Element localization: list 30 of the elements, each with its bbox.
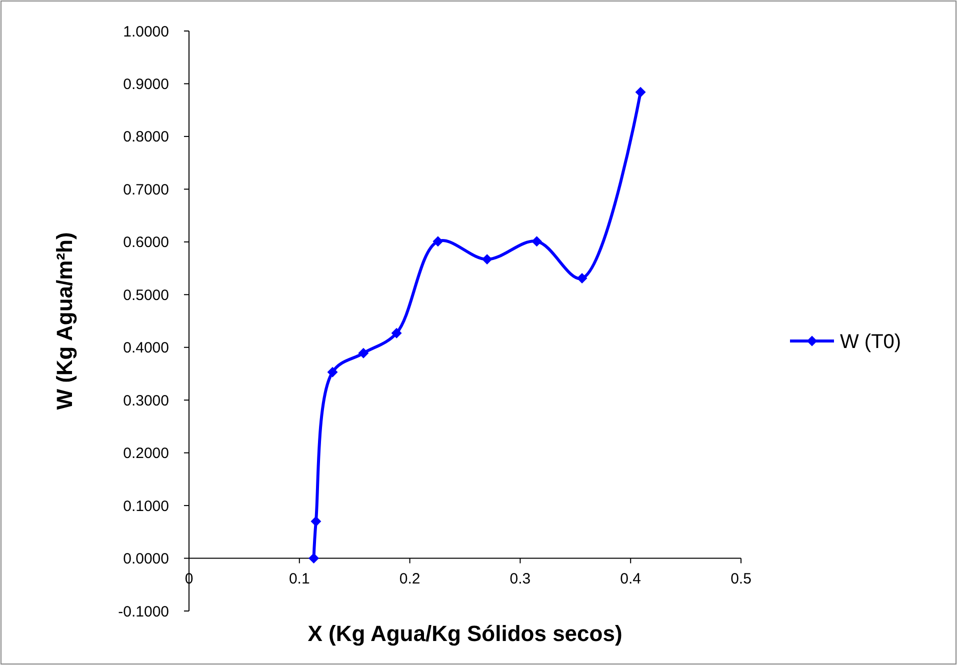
y-tick-label: 0.7000 [123, 181, 169, 198]
point [310, 516, 322, 527]
point [432, 236, 444, 247]
y-tick-label: 0.9000 [123, 76, 169, 93]
point [482, 254, 492, 265]
y-axis-title: W (Kg Agua/m²h) [52, 232, 77, 410]
x-tick-label: 0.4 [620, 570, 642, 588]
x-axis-title: X (Kg Agua/Kg Sólidos secos) [308, 621, 622, 646]
y-tick-label: 0.8000 [123, 128, 169, 146]
point [576, 273, 588, 284]
point [358, 348, 369, 358]
legend-label: W (T0) [840, 331, 902, 353]
y-tick-label: 1.0000 [123, 23, 169, 40]
y-tick-label: 0.6000 [123, 234, 169, 252]
y-tick-label: 0.1000 [123, 498, 169, 515]
y-tick-label: 0.2000 [123, 445, 169, 462]
x-tick-label: 0.1 [288, 570, 310, 588]
point [327, 366, 338, 378]
y-tick-label: 0.3000 [123, 392, 169, 410]
y-tick-label: 0.0000 [123, 550, 169, 568]
y-tick-label: -0.1000 [118, 603, 169, 620]
point [308, 553, 319, 564]
x-tick-label: 0.5 [730, 570, 752, 588]
x-tick-label: 0.3 [510, 570, 531, 588]
x-tick-label: 0.2 [399, 570, 420, 588]
point [532, 236, 542, 247]
point [635, 86, 646, 98]
y-tick-label: 0.5000 [123, 286, 169, 304]
point [391, 328, 402, 338]
y-tick-label: 0.4000 [123, 340, 169, 357]
